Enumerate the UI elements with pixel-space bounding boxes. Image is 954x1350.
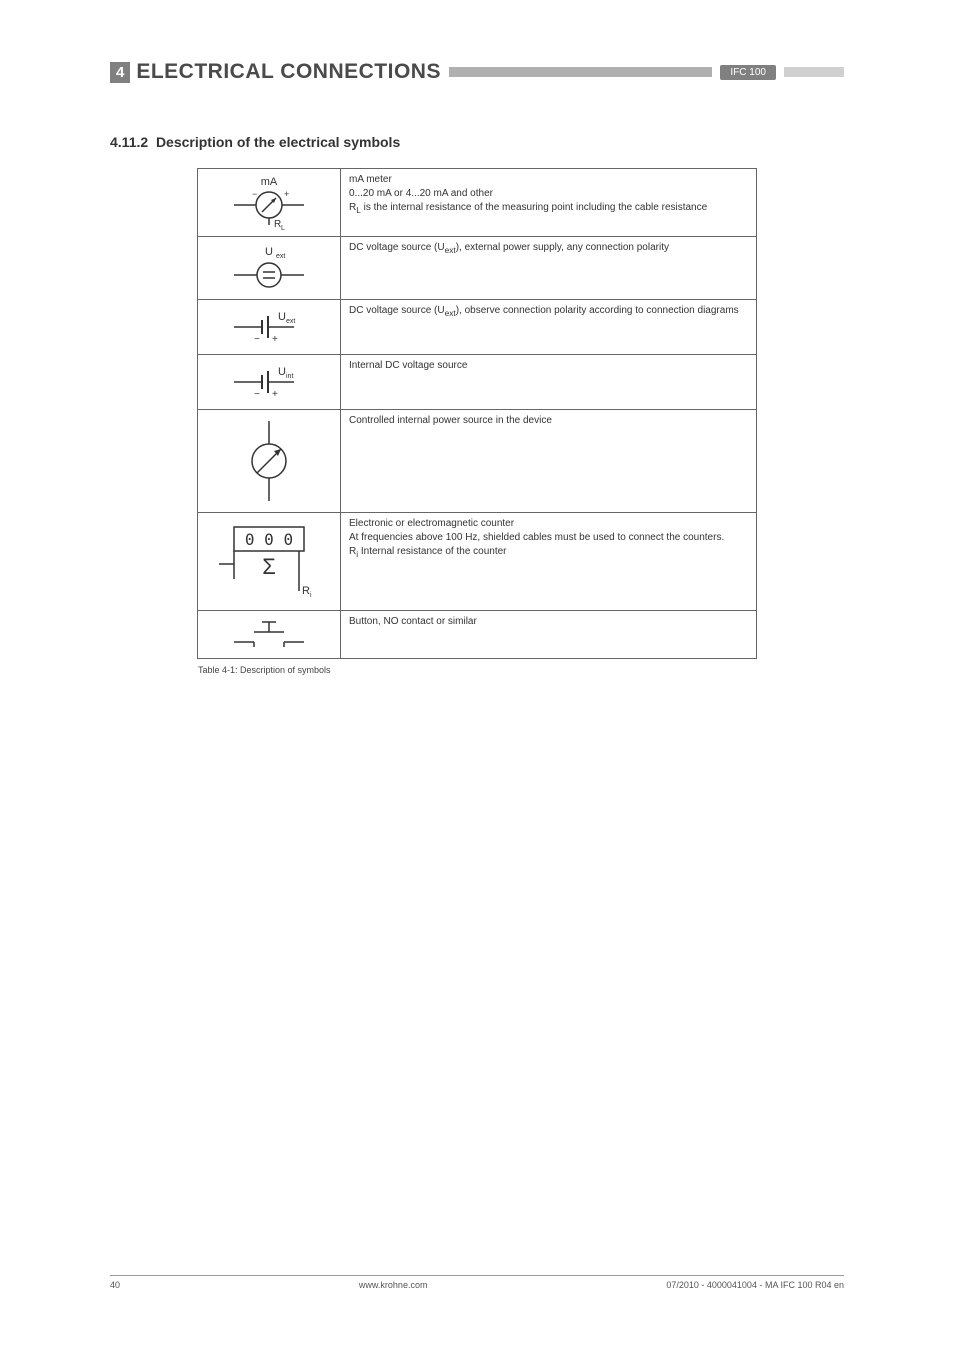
desc-line: mA meter xyxy=(349,173,748,187)
description-cell: Controlled internal power source in the … xyxy=(341,410,757,513)
subsection-number: 4.11.2 xyxy=(110,134,148,150)
svg-text:+: + xyxy=(272,389,278,400)
desc-line: Internal DC voltage source xyxy=(349,359,748,373)
mA_meter-icon: mA − + R L xyxy=(204,175,334,230)
svg-text:mA: mA xyxy=(261,176,278,188)
table-caption: Table 4-1: Description of symbols xyxy=(198,665,844,675)
svg-text:U: U xyxy=(278,366,286,378)
doc-badge: IFC 100 xyxy=(720,65,776,80)
description-cell: DC voltage source (Uext), external power… xyxy=(341,237,757,300)
symbol-cell: 0 0 0 Σ R i xyxy=(198,513,341,611)
footer-center: www.krohne.com xyxy=(359,1280,428,1290)
symbol-cell: mA − + R L xyxy=(198,169,341,237)
table-row: U ext DC voltage source (Uext), external… xyxy=(198,237,757,300)
desc-line: At frequencies above 100 Hz, shielded ca… xyxy=(349,531,748,545)
desc-line: Controlled internal power source in the … xyxy=(349,414,748,428)
symbol-cell: − + U ext xyxy=(198,300,341,355)
desc-line: DC voltage source (Uext), observe connec… xyxy=(349,304,748,320)
desc-line: RL is the internal resistance of the mea… xyxy=(349,201,748,217)
svg-text:R: R xyxy=(302,585,310,597)
svg-text:ext: ext xyxy=(276,253,285,260)
table-row: − + U ext DC voltage source (Uext), obse… xyxy=(198,300,757,355)
desc-line: DC voltage source (Uext), external power… xyxy=(349,241,748,257)
svg-text:Σ: Σ xyxy=(262,554,276,579)
description-cell: Button, NO contact or similar xyxy=(341,611,757,659)
internal_power-icon xyxy=(204,416,334,506)
svg-text:U: U xyxy=(265,246,273,258)
table-row: − + U int Internal DC voltage source xyxy=(198,355,757,410)
svg-text:−: − xyxy=(254,334,260,345)
footer-right: 07/2010 - 4000041004 - MA IFC 100 R04 en xyxy=(666,1280,844,1290)
Uext_battery-icon: − + U ext xyxy=(204,306,334,348)
symbols-table: mA − + R L mA meter0...20 mA or 4...20 m… xyxy=(197,168,757,659)
subsection-heading: 4.11.2 Description of the electrical sym… xyxy=(110,134,844,150)
symbol-cell: U ext xyxy=(198,237,341,300)
svg-text:−: − xyxy=(254,389,260,400)
button-icon xyxy=(204,617,334,652)
svg-text:+: + xyxy=(272,334,278,345)
desc-line: Ri Internal resistance of the counter xyxy=(349,545,748,561)
svg-text:U: U xyxy=(278,311,286,323)
subsection-title: Description of the electrical symbols xyxy=(156,134,400,150)
Uint_battery-icon: − + U int xyxy=(204,361,334,403)
description-cell: DC voltage source (Uext), observe connec… xyxy=(341,300,757,355)
symbol-cell: − + U int xyxy=(198,355,341,410)
description-cell: mA meter0...20 mA or 4...20 mA and other… xyxy=(341,169,757,237)
header-trailing-bar xyxy=(784,67,844,77)
table-row: 0 0 0 Σ R i Electronic or electromagneti… xyxy=(198,513,757,611)
Uext_circle-icon: U ext xyxy=(204,243,334,293)
table-row: Controlled internal power source in the … xyxy=(198,410,757,513)
table-row: mA − + R L mA meter0...20 mA or 4...20 m… xyxy=(198,169,757,237)
svg-text:−: − xyxy=(252,189,257,199)
table-row: Button, NO contact or similar xyxy=(198,611,757,659)
svg-text:L: L xyxy=(281,225,285,230)
svg-text:i: i xyxy=(310,592,312,599)
svg-text:+: + xyxy=(284,189,289,199)
symbol-cell xyxy=(198,410,341,513)
svg-text:0 0 0: 0 0 0 xyxy=(245,530,293,549)
chapter-title: ELECTRICAL CONNECTIONS xyxy=(136,60,441,84)
page-header: 4 ELECTRICAL CONNECTIONS IFC 100 xyxy=(110,60,844,84)
page-footer: 40 www.krohne.com 07/2010 - 4000041004 -… xyxy=(110,1275,844,1290)
chapter-number: 4 xyxy=(110,62,130,83)
desc-line: Electronic or electromagnetic counter xyxy=(349,517,748,531)
svg-text:int: int xyxy=(286,373,293,380)
symbol-cell xyxy=(198,611,341,659)
desc-line: 0...20 mA or 4...20 mA and other xyxy=(349,187,748,201)
svg-text:ext: ext xyxy=(286,318,295,325)
desc-line: Button, NO contact or similar xyxy=(349,615,748,629)
description-cell: Electronic or electromagnetic counterAt … xyxy=(341,513,757,611)
description-cell: Internal DC voltage source xyxy=(341,355,757,410)
footer-page-number: 40 xyxy=(110,1280,120,1290)
counter-icon: 0 0 0 Σ R i xyxy=(204,519,334,604)
header-rule xyxy=(449,67,712,77)
